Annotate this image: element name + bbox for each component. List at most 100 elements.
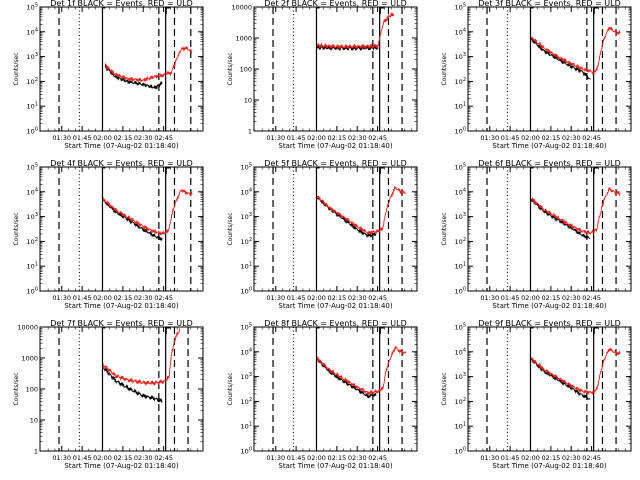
uld-series-line [316,185,407,235]
y-tick-label: 102 [455,397,466,406]
panel-title: Det 8f BLACK = Events, RED = ULD [264,319,407,328]
y-axis-label: Counts/sec [227,52,234,85]
y-tick-base: 10 [455,78,463,86]
flag-marker [165,7,171,14]
y-tick-exponent: 3 [249,372,252,378]
flag-marker [101,7,106,14]
x-tick-label: 02:00 [307,294,326,302]
y-tick-label: 101 [455,102,466,111]
y-axis-label: Counts/sec [227,372,234,405]
y-tick-label: 103 [455,52,466,61]
x-tick-label: 01:30 [266,294,285,302]
y-tick-base: 10 [27,213,35,221]
x-tick-label: 02:45 [154,454,173,462]
y-tick-exponent: 2 [249,237,252,243]
y-tick-label: 104 [455,187,466,196]
x-tick-label: 01:30 [480,134,499,142]
uld-series-line [530,26,621,75]
y-tick-base: 10 [27,53,35,61]
uld-series-line [530,187,621,235]
panel-title: Det 2f BLACK = Events, RED = ULD [264,0,407,8]
y-tick-base: 10 [455,103,463,111]
y-tick-exponent: 5 [463,323,466,329]
y-tick-exponent: 4 [463,347,466,353]
y-tick-label: 10 [244,97,252,105]
y-tick-exponent: 4 [249,187,252,193]
panel-8: Det 8f BLACK = Events, RED = ULD10010110… [227,319,418,470]
uld-series-line [316,12,395,50]
y-tick-base: 10 [27,238,35,246]
y-tick-exponent: 0 [463,287,466,293]
x-axis-label: Start Time (07-Aug-02 01:18:40) [492,302,606,310]
flag-marker [165,167,171,174]
y-tick-base: 10 [27,263,35,271]
panel-5: Det 5f BLACK = Events, RED = ULD10010110… [227,159,418,310]
y-tick-exponent: 1 [249,422,252,428]
y-tick-exponent: 0 [463,127,466,133]
panel-1: Det 1f BLACK = Events, RED = ULD10010110… [13,0,204,150]
panel-title: Det 1f BLACK = Events, RED = ULD [50,0,193,8]
y-tick-base: 10 [241,213,249,221]
x-tick-label: 02:15 [541,454,560,462]
y-tick-label: 105 [27,3,38,12]
y-tick-base: 10 [27,288,35,296]
y-tick-exponent: 3 [249,212,252,218]
x-tick-label: 02:30 [348,134,367,142]
y-tick-label: 100 [241,447,252,456]
flag-marker [529,167,534,174]
uld-series-line [530,348,621,396]
x-tick-label: 02:45 [582,454,601,462]
panel-6: Det 6f BLACK = Events, RED = ULD10010110… [441,159,632,310]
flag-marker [529,7,534,14]
y-tick-label: 100 [27,127,38,136]
y-tick-label: 105 [27,163,38,172]
y-tick-label: 100 [455,127,466,136]
y-tick-exponent: 4 [463,27,466,33]
y-tick-label: 1 [248,128,252,136]
x-axis-label: Start Time (07-Aug-02 01:18:40) [492,142,606,150]
y-tick-exponent: 4 [35,187,38,193]
y-tick-label: 105 [455,3,466,12]
flag-marker [379,7,385,14]
panel-title: Det 6f BLACK = Events, RED = ULD [478,159,621,168]
x-axis-label: Start Time (07-Aug-02 01:18:40) [278,142,392,150]
y-tick-label: 101 [27,262,38,271]
y-tick-label: 103 [241,372,252,381]
y-axis-label: Counts/sec [13,52,20,85]
x-tick-label: 02:45 [154,134,173,142]
y-tick-label: 103 [455,372,466,381]
y-tick-label: 104 [27,187,38,196]
panel-4: Det 4f BLACK = Events, RED = ULD10010110… [13,159,204,310]
y-tick-base: 10 [241,448,249,456]
y-tick-label: 101 [455,262,466,271]
x-tick-label: 02:45 [368,134,387,142]
y-tick-base: 10 [27,164,35,172]
y-tick-label: 101 [241,262,252,271]
y-axis-label: Counts/sec [13,372,20,405]
y-tick-label: 104 [27,27,38,36]
y-tick-label: 1000 [235,35,252,43]
y-tick-label: 104 [455,27,466,36]
y-tick-label: 1000 [21,355,38,363]
x-tick-label: 02:45 [368,294,387,302]
y-tick-exponent: 2 [463,237,466,243]
y-tick-exponent: 3 [463,52,466,58]
y-tick-base: 10 [241,164,249,172]
panel-title: Det 4f BLACK = Events, RED = ULD [50,159,193,168]
y-tick-base: 10 [241,398,249,406]
y-tick-label: 102 [27,237,38,246]
plot-frame [39,166,204,292]
y-tick-exponent: 3 [35,212,38,218]
y-tick-base: 10 [455,28,463,36]
x-tick-label: 02:15 [541,134,560,142]
panel-title: Det 7f BLACK = Events, RED = ULD [50,319,193,328]
plot-frame [467,166,632,292]
y-tick-base: 10 [241,423,249,431]
y-tick-label: 100 [27,287,38,296]
y-tick-label: 103 [455,212,466,221]
y-tick-label: 10000 [231,4,252,12]
x-tick-label: 02:30 [134,134,153,142]
y-tick-base: 10 [455,348,463,356]
y-tick-label: 103 [27,212,38,221]
